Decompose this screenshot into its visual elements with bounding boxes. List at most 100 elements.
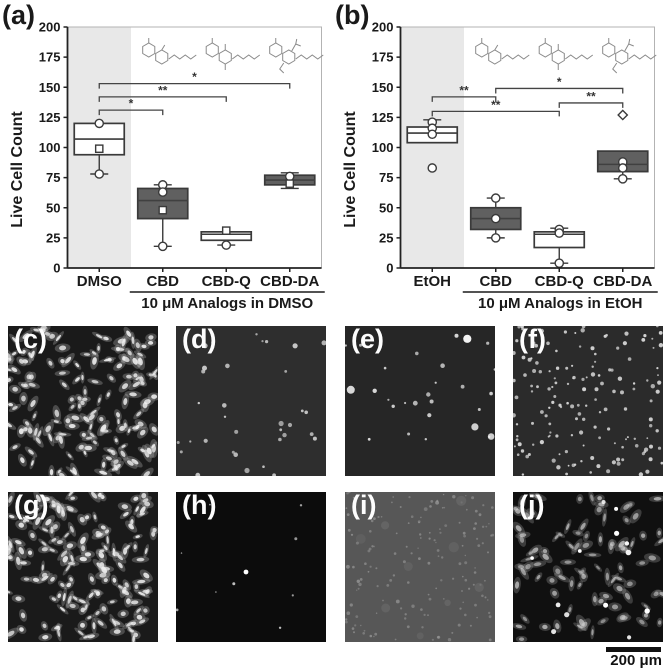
svg-text:150: 150 (372, 80, 394, 95)
boxplot-panel-a: (a) * ** * 0 25 50 75 100 125 150 175 200 DMSO CBD CBD… (0, 0, 333, 322)
data-point-circle (490, 213, 501, 224)
box-cbd-q (533, 224, 586, 268)
svg-text:125: 125 (372, 110, 394, 125)
data-point-circle (490, 193, 501, 203)
axes: 0 25 50 75 100 125 150 175 200 EtOH CBD CBD-Q CBD-DA… (342, 20, 658, 312)
box-cbd-da (596, 109, 649, 184)
svg-text:125: 125 (39, 110, 61, 125)
box-cbd-da (263, 171, 316, 190)
svg-text:CBD: CBD (147, 273, 180, 290)
significance-bracket: * (98, 97, 164, 116)
box-dmso (73, 118, 126, 179)
scale-bar (606, 647, 661, 652)
panel-label-b: (b) (335, 0, 370, 30)
box-etoh (406, 117, 459, 173)
data-point-square (158, 205, 168, 215)
significance-bracket: ** (558, 89, 624, 108)
significance-bracket: ** (98, 83, 227, 102)
svg-text:75: 75 (46, 170, 60, 185)
box-cbd-q (200, 226, 253, 250)
svg-text:*: * (192, 70, 197, 84)
cbd-structure-icon (142, 38, 197, 65)
micrograph-label-c: (c) (14, 324, 47, 354)
svg-text:**: ** (158, 83, 168, 97)
svg-text:100: 100 (372, 140, 394, 155)
micrograph-label-e: (e) (351, 324, 384, 354)
cbd-structure-icon (475, 38, 530, 65)
y-axis-label: Live Cell Count (342, 111, 359, 228)
micrograph-c: (c) (8, 324, 158, 476)
svg-text:CBD: CBD (480, 273, 513, 290)
svg-text:25: 25 (379, 230, 393, 245)
svg-text:150: 150 (39, 80, 61, 95)
group-label: 10 μM Analogs in EtOH (478, 295, 642, 312)
outlier-diamond (617, 109, 629, 121)
control-shaded-band (400, 27, 464, 268)
svg-text:CBD-DA: CBD-DA (260, 273, 319, 290)
data-point-circle (94, 118, 105, 129)
data-point-square (94, 144, 104, 154)
svg-text:50: 50 (46, 200, 60, 215)
data-point-circle (221, 240, 232, 250)
svg-text:*: * (129, 97, 134, 111)
cbd-q-structure-icon (205, 38, 261, 70)
significance-bracket: * (98, 70, 291, 89)
data-point-circle (427, 129, 438, 140)
micrograph-g: (g) (8, 490, 158, 642)
micrograph-label-d: (d) (182, 324, 217, 354)
cbd-q-structure-icon (538, 38, 594, 70)
micrograph-label-f: (f) (519, 324, 546, 354)
data-point-square (221, 226, 231, 235)
svg-text:0: 0 (386, 261, 393, 276)
micrograph-label-i: (i) (351, 490, 377, 520)
cbd-da-structure-icon (602, 38, 657, 74)
svg-text:DMSO: DMSO (77, 273, 122, 290)
data-point-circle (617, 174, 628, 184)
svg-text:CBD-DA: CBD-DA (593, 273, 652, 290)
data-point-circle (157, 187, 168, 197)
data-point-circle (617, 163, 628, 173)
box-cbd (136, 180, 189, 252)
group-label: 10 μM Analogs in DMSO (141, 295, 313, 312)
micrograph-i: (i) (345, 490, 495, 642)
svg-text:0: 0 (53, 261, 60, 276)
significance-bracket: ** (431, 98, 560, 117)
axes: 0 25 50 75 100 125 150 175 200 DMSO CBD CBD-Q CBD-DA… (9, 20, 325, 312)
significance-bracket: * (495, 75, 624, 94)
svg-text:175: 175 (372, 50, 394, 65)
data-point-circle (490, 233, 501, 243)
micrograph-label-g: (g) (14, 490, 49, 520)
data-point-circle (427, 163, 438, 173)
data-point-circle (554, 258, 565, 268)
svg-text:200: 200 (372, 20, 394, 35)
svg-text:100: 100 (39, 140, 61, 155)
significance-bracket: ** (431, 83, 497, 102)
micrograph-f: (f) (513, 324, 663, 476)
svg-text:200: 200 (39, 20, 61, 35)
svg-text:CBD-Q: CBD-Q (202, 273, 251, 290)
data-point-square (285, 179, 295, 188)
svg-text:**: ** (586, 89, 596, 103)
box-cbd (469, 193, 522, 243)
micrograph-j: (j) (513, 490, 663, 642)
micrograph-label-j: (j) (519, 490, 545, 520)
micrograph-label-h: (h) (182, 490, 217, 520)
svg-text:**: ** (491, 98, 501, 112)
micrograph-d: (d) (176, 324, 326, 476)
svg-text:25: 25 (46, 230, 60, 245)
cbd-da-structure-icon (269, 38, 324, 74)
scale-bar-label: 200 μm (610, 652, 662, 669)
svg-text:75: 75 (379, 170, 393, 185)
data-point-circle (94, 169, 105, 179)
svg-text:175: 175 (39, 50, 61, 65)
y-axis-label: Live Cell Count (9, 111, 26, 228)
data-point-circle (284, 171, 295, 182)
svg-text:CBD-Q: CBD-Q (535, 273, 584, 290)
data-point-circle (157, 241, 168, 252)
svg-text:*: * (557, 75, 562, 89)
panel-label-a: (a) (2, 0, 35, 30)
micrograph-h: (h) (176, 490, 326, 642)
